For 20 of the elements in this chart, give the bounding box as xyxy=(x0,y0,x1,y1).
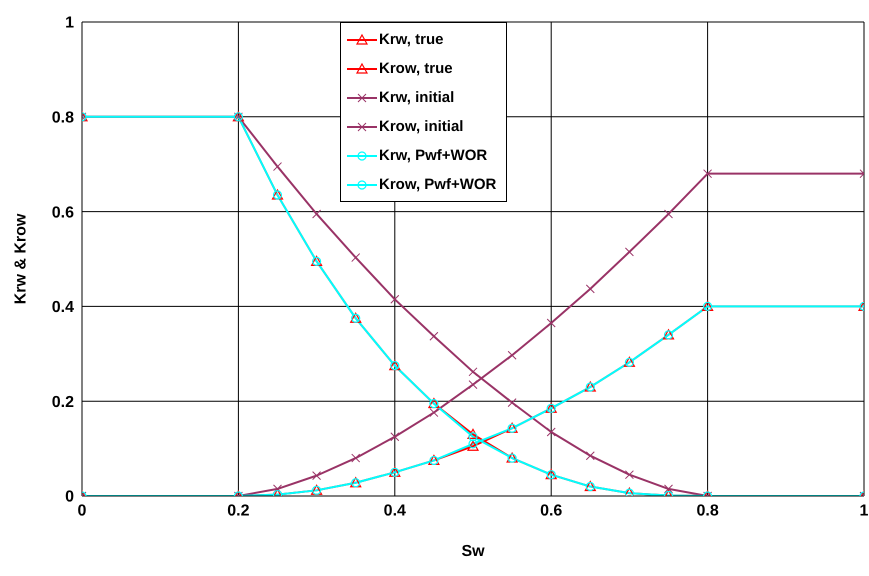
x-tick-label: 0.6 xyxy=(540,502,562,520)
x-tick-label: 0.4 xyxy=(384,502,406,520)
legend-label: Krow, Pwf+WOR xyxy=(379,176,496,193)
legend-label: Krw, true xyxy=(379,31,444,48)
y-tick-label: 0.2 xyxy=(52,394,74,411)
x-axis-title: Sw xyxy=(461,543,486,560)
y-tick-label: 0.8 xyxy=(52,109,74,126)
x-tick-label: 0 xyxy=(78,502,87,520)
legend-label: Krw, initial xyxy=(379,89,454,106)
y-tick-label: 0.4 xyxy=(52,299,74,316)
x-tick-label: 0.8 xyxy=(696,502,719,520)
x-tick-label: 1 xyxy=(860,502,869,520)
y-tick-label: 0 xyxy=(65,488,74,506)
y-tick-label: 1 xyxy=(65,14,74,32)
legend-label: Krow, true xyxy=(379,60,453,77)
y-tick-label: 0.6 xyxy=(52,204,74,222)
y-axis-title: Krw & Krow xyxy=(12,213,30,304)
legend-label: Krw, Pwf+WOR xyxy=(379,147,488,164)
legend-label: Krow, initial xyxy=(379,118,464,135)
x-tick-label: 0.2 xyxy=(227,502,250,520)
